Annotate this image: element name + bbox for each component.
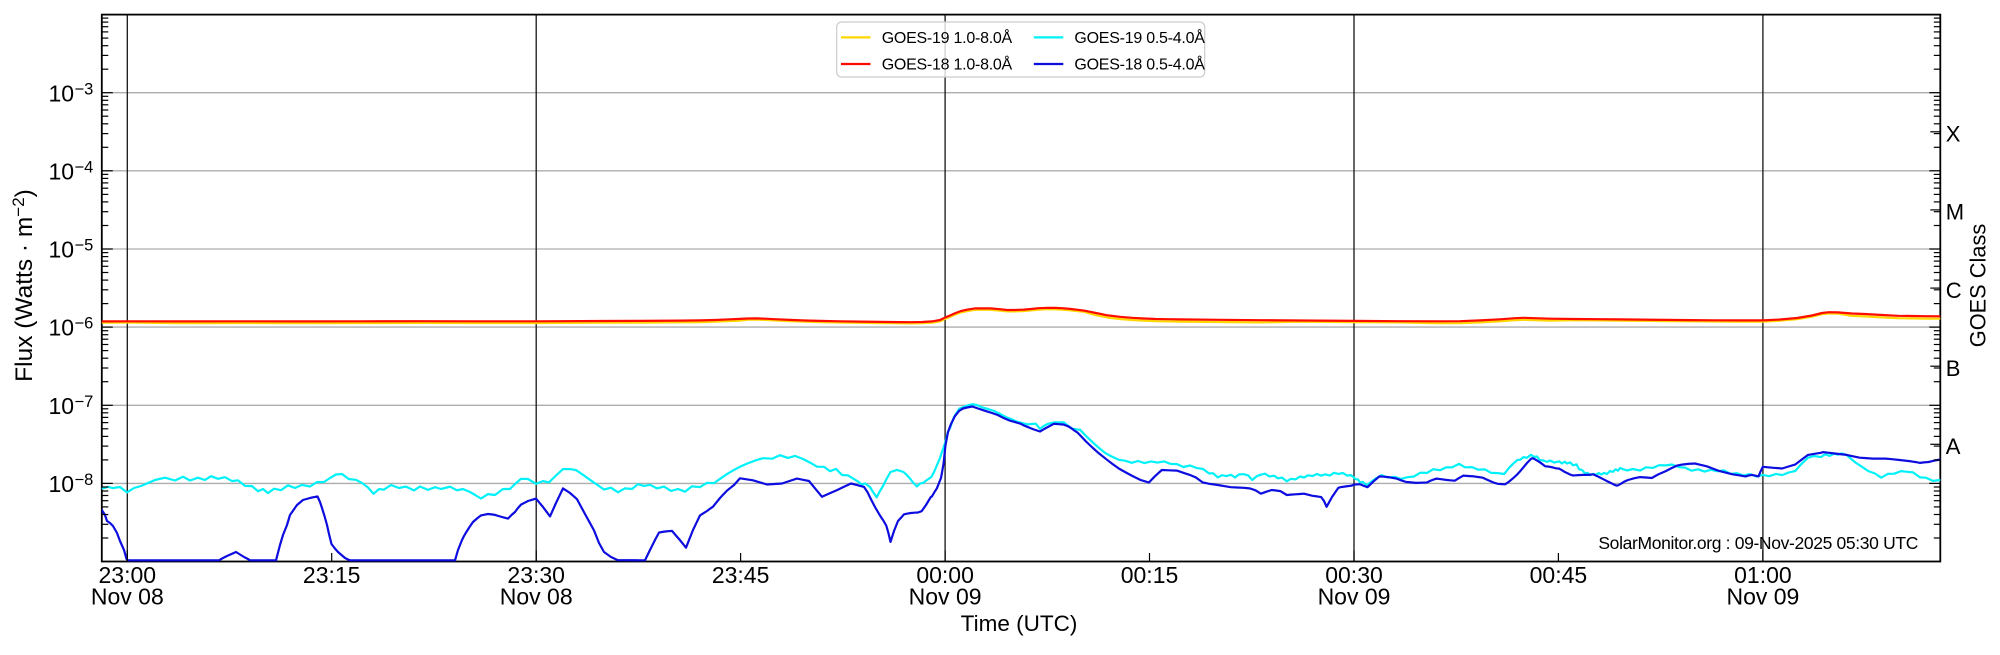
svg-text:Nov 08: Nov 08 — [500, 584, 573, 610]
svg-text:00:45: 00:45 — [1530, 562, 1588, 588]
svg-text:M: M — [1946, 200, 1964, 225]
svg-text:GOES-19 0.5-4.0Å: GOES-19 0.5-4.0Å — [1074, 28, 1205, 47]
svg-text:23:15: 23:15 — [303, 562, 361, 588]
svg-text:−3: −3 — [75, 80, 94, 98]
svg-text:01:00: 01:00 — [1734, 562, 1792, 588]
svg-text:Time (UTC): Time (UTC) — [961, 611, 1078, 636]
svg-text:10: 10 — [49, 471, 75, 497]
svg-text:Flux (Watts · m−2): Flux (Watts · m−2) — [9, 189, 38, 382]
svg-text:10: 10 — [49, 80, 75, 106]
svg-text:A: A — [1946, 434, 1961, 459]
svg-text:GOES-19 1.0-8.0Å: GOES-19 1.0-8.0Å — [882, 28, 1013, 47]
svg-text:Nov 09: Nov 09 — [1318, 584, 1391, 610]
svg-text:−8: −8 — [75, 471, 94, 489]
svg-text:23:30: 23:30 — [507, 562, 565, 588]
svg-text:−6: −6 — [75, 315, 94, 333]
svg-text:23:45: 23:45 — [712, 562, 770, 588]
svg-text:SolarMonitor.org : 09-Nov-2025: SolarMonitor.org : 09-Nov-2025 05:30 UTC — [1598, 533, 1918, 553]
svg-text:Nov 09: Nov 09 — [1726, 584, 1799, 610]
svg-text:GOES-18 1.0-8.0Å: GOES-18 1.0-8.0Å — [882, 55, 1013, 74]
svg-text:00:15: 00:15 — [1121, 562, 1179, 588]
svg-text:Nov 08: Nov 08 — [91, 584, 164, 610]
svg-text:X: X — [1946, 122, 1961, 147]
svg-text:10: 10 — [49, 237, 75, 263]
svg-text:10: 10 — [49, 393, 75, 419]
svg-text:10: 10 — [49, 315, 75, 341]
svg-text:GOES Class: GOES Class — [1966, 224, 1991, 348]
svg-text:23:00: 23:00 — [99, 562, 157, 588]
svg-text:10: 10 — [49, 158, 75, 184]
svg-text:−7: −7 — [75, 393, 94, 411]
svg-text:C: C — [1946, 278, 1962, 303]
svg-text:Nov 09: Nov 09 — [909, 584, 982, 610]
svg-text:−5: −5 — [75, 237, 94, 255]
svg-text:00:00: 00:00 — [916, 562, 974, 588]
svg-text:B: B — [1946, 356, 1961, 381]
svg-text:GOES-18 0.5-4.0Å: GOES-18 0.5-4.0Å — [1074, 55, 1205, 74]
svg-text:00:30: 00:30 — [1325, 562, 1383, 588]
svg-text:−4: −4 — [75, 158, 94, 176]
